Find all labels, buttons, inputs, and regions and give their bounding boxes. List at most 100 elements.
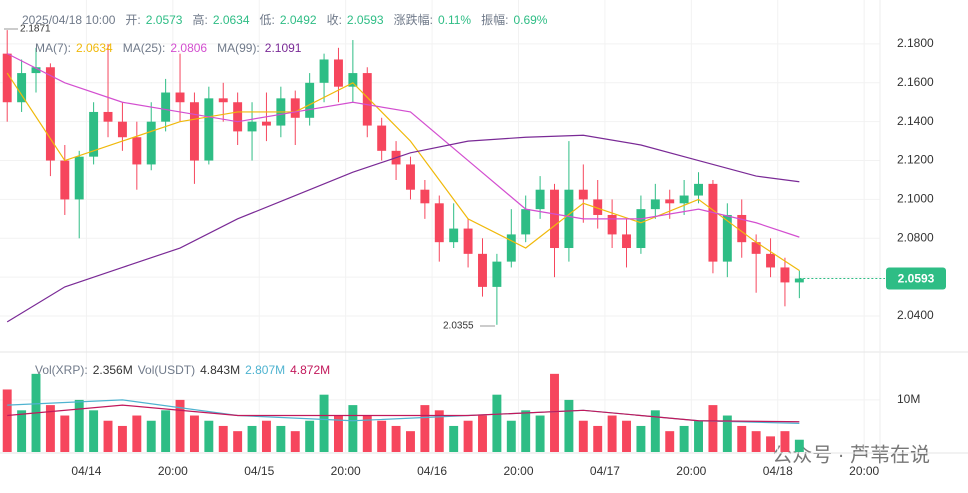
info-label: 收: <box>326 13 342 27</box>
x-tick-label: 04/15 <box>244 464 274 478</box>
y-tick-label: 2.0400 <box>897 308 934 322</box>
info-value: 2.0634 <box>212 13 250 27</box>
candle-body <box>694 183 703 196</box>
candle-body <box>117 121 127 138</box>
legend-label: MA(25): <box>122 41 166 55</box>
volume-bar <box>74 399 84 452</box>
candle-body <box>607 214 617 235</box>
candle-body <box>449 228 459 243</box>
volume-bar <box>434 410 444 452</box>
x-tick-label: 04/14 <box>71 464 101 478</box>
legend-value: 2.807M <box>245 363 286 377</box>
x-tick-label: 20:00 <box>676 464 706 478</box>
ma-line <box>6 72 800 272</box>
volume-bar <box>204 420 214 452</box>
candle-body <box>60 160 70 200</box>
volume-ma-line <box>7 399 800 424</box>
current-price-badge <box>886 267 946 290</box>
y-tick-label: 2.1600 <box>897 75 934 89</box>
candle-body <box>17 73 27 103</box>
volume-bar <box>261 420 271 452</box>
volume-bar <box>89 410 99 452</box>
candle-body <box>751 242 761 254</box>
volume-bar <box>449 425 459 452</box>
x-tick-label: 20:00 <box>503 464 533 478</box>
y-tick-label: 10M <box>897 392 920 406</box>
info-label: 低: <box>259 13 275 27</box>
volume-bar <box>506 420 516 452</box>
candle-body <box>521 209 531 235</box>
candle-body <box>622 234 631 249</box>
candle-body <box>290 98 300 118</box>
volume-bar <box>564 399 574 452</box>
time: 2025/04/18 10:00 <box>22 13 116 27</box>
candle-body <box>189 102 199 161</box>
volume-bar <box>17 410 27 452</box>
legend-value: 2.0634 <box>76 41 113 55</box>
ma-line <box>6 134 800 323</box>
volume-bar <box>521 410 531 452</box>
info-label: 振幅: <box>481 13 509 27</box>
volume-bar <box>550 373 559 452</box>
volume-bar <box>117 425 127 452</box>
candle-body <box>463 228 473 254</box>
volume-bar <box>722 415 732 452</box>
volume-bar <box>146 420 156 452</box>
volume-bar <box>103 420 113 452</box>
candle-body <box>766 253 776 268</box>
candle-body <box>362 73 372 126</box>
volume-bar <box>694 420 703 452</box>
candle-body <box>708 183 718 262</box>
volume-legend: Vol(XRP): 2.356M Vol(USDT) 4.843M 2.807M 4.87… <box>35 363 335 377</box>
volume-bar <box>132 415 142 452</box>
volume-bar <box>406 431 415 452</box>
candle-body <box>247 121 257 132</box>
info-bar: 2025/04/18 10:00 开: 2.0573 高: 2.0634 低: 2.0492… <box>22 11 557 28</box>
volume-bar <box>535 415 545 452</box>
annotation: 2.1871 <box>20 24 51 35</box>
volume-bar <box>319 394 329 452</box>
candle-body <box>74 156 84 200</box>
legend-label: MA(99): <box>217 41 260 55</box>
candle-body <box>233 102 243 132</box>
candle-body <box>89 111 99 157</box>
candle-body <box>535 189 545 210</box>
candle-body <box>103 111 113 122</box>
volume-bar <box>622 420 631 452</box>
candle-body <box>132 137 142 165</box>
volume-bar <box>290 431 300 452</box>
y-tick-label: 2.1200 <box>897 153 934 167</box>
volume-bar <box>794 439 804 452</box>
volume-bar <box>636 425 646 452</box>
volume-bar <box>593 425 603 452</box>
volume-bar <box>478 415 487 452</box>
volume-bar <box>45 405 55 452</box>
ma-line <box>6 53 800 238</box>
candle-body <box>478 253 487 287</box>
x-tick-label: 20:00 <box>849 464 879 478</box>
x-tick-label: 20:00 <box>331 464 361 478</box>
info-label: 开: <box>125 13 141 27</box>
candle-body <box>146 121 156 165</box>
info-value: 2.0492 <box>279 13 317 27</box>
volume-bar <box>708 405 718 452</box>
volume-bar <box>362 415 372 452</box>
x-tick-label: 20:00 <box>158 464 188 478</box>
volume-bar <box>650 410 660 452</box>
volume-bar <box>218 425 228 452</box>
volume-bar <box>780 431 790 452</box>
x-tick-label: 04/16 <box>417 464 447 478</box>
volume-bar <box>463 420 473 452</box>
candle-body <box>377 125 387 151</box>
candle-body <box>2 53 12 103</box>
legend-value: 2.1091 <box>264 41 302 55</box>
volume-bar <box>348 405 358 452</box>
candle-body <box>420 189 430 204</box>
candle-body <box>593 199 603 215</box>
candle-body <box>722 214 732 262</box>
candle-body <box>650 199 660 210</box>
volume-ma-line <box>7 404 800 423</box>
candle-body <box>161 92 171 122</box>
